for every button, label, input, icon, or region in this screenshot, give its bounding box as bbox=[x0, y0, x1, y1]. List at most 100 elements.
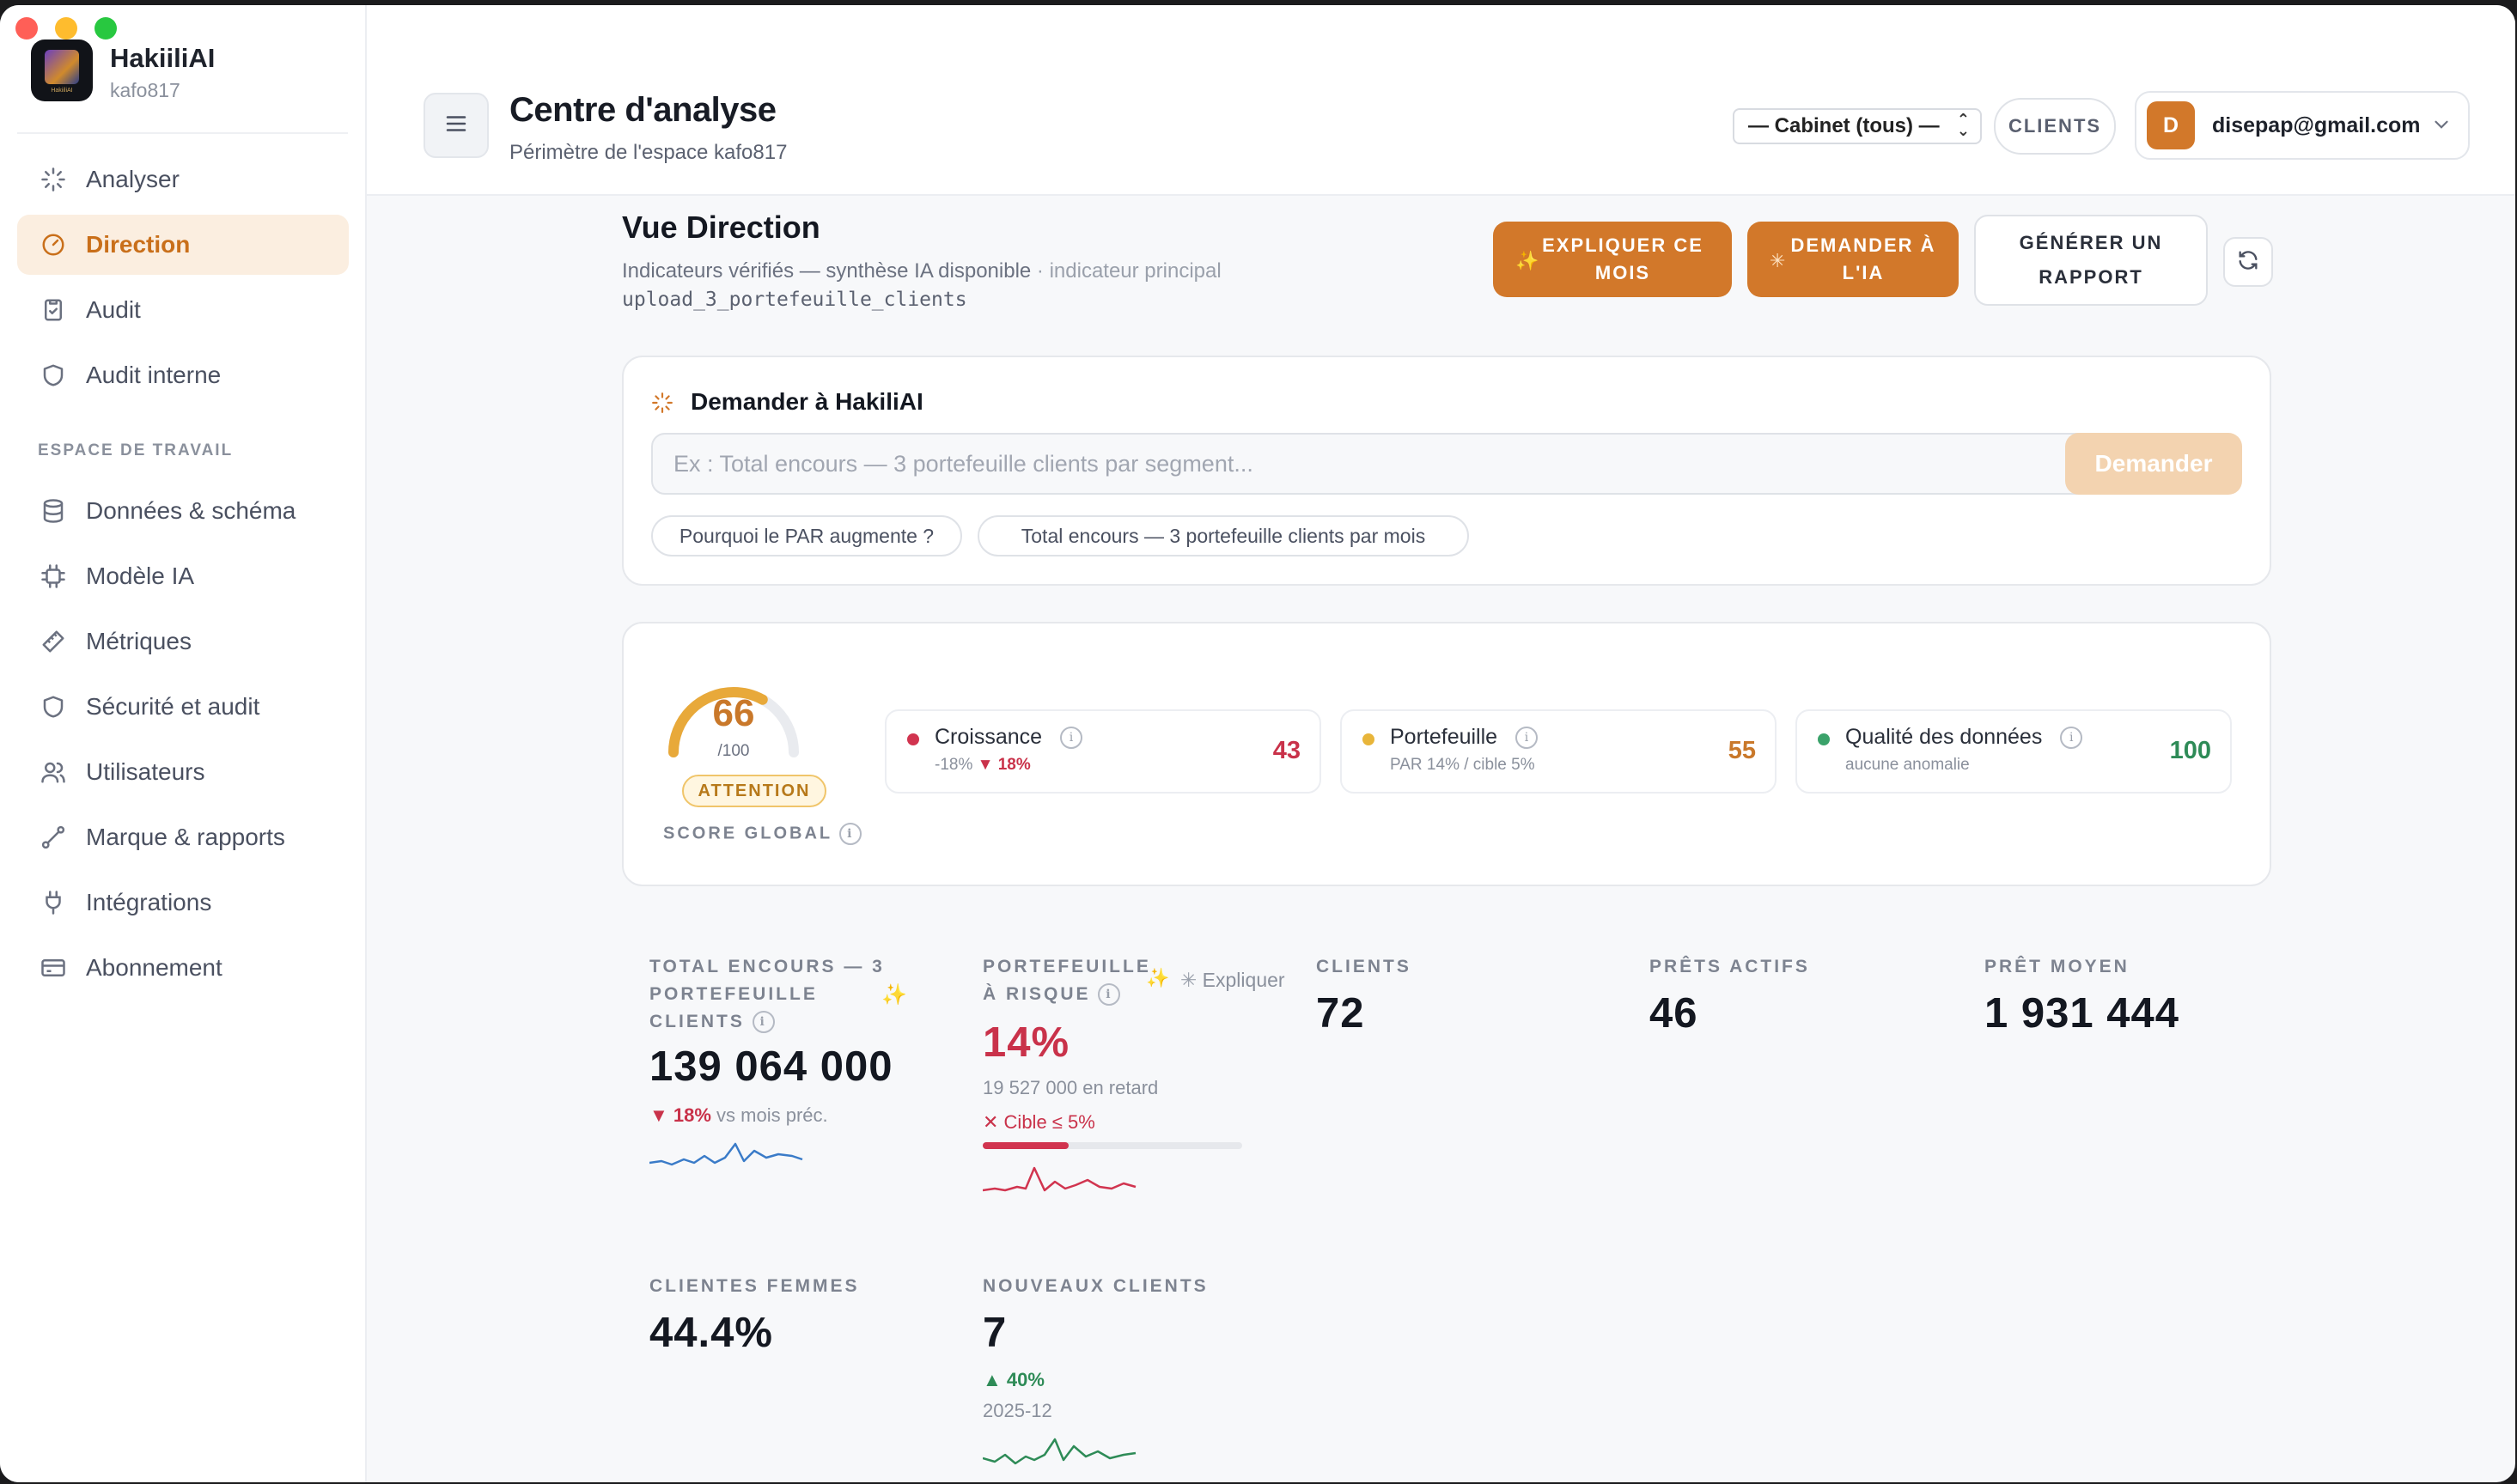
window-zoom-button[interactable] bbox=[94, 17, 117, 40]
sidebar-item-analyser[interactable]: Analyser bbox=[17, 149, 349, 210]
score-value: 66 bbox=[712, 692, 755, 734]
info-icon[interactable]: i bbox=[752, 1011, 775, 1034]
sub-score-qualite[interactable]: Qualité des données i aucune anomalie 10… bbox=[1795, 709, 2232, 794]
sub-score-portefeuille[interactable]: Portefeuille i PAR 14% / cible 5% 55 bbox=[1340, 709, 1777, 794]
explain-month-label: EXPLIQUER CE bbox=[1542, 234, 1703, 256]
section-label-workspace: ESPACE DE TRAVAIL bbox=[38, 441, 234, 459]
window-minimize-button[interactable] bbox=[55, 17, 77, 40]
clients-button[interactable]: CLIENTS bbox=[1994, 98, 2116, 155]
generate-report-label: GÉNÉRER UN bbox=[2019, 232, 2163, 253]
sparkle-icon[interactable]: ✨ bbox=[881, 983, 907, 1007]
sidebar: HakiiliAI HakiiliAI kafo817 Analyser Dir… bbox=[0, 5, 367, 1482]
kpi-target: ✕ Cible ≤ 5% bbox=[983, 1111, 1095, 1133]
sparkle-icon bbox=[651, 392, 673, 418]
status-badge: ATTENTION bbox=[682, 775, 826, 807]
ask-ai-label: DEMANDER À bbox=[1790, 234, 1936, 256]
kpi-label-line: PORTEFEUILLE bbox=[649, 984, 818, 1004]
kpi-label-line-text: CLIENTS bbox=[649, 1012, 745, 1031]
database-icon bbox=[38, 496, 69, 526]
ask-ai-button[interactable]: ✳ DEMANDER À L'IA bbox=[1747, 222, 1959, 297]
sub-score-value: 55 bbox=[1728, 737, 1756, 764]
status-dot bbox=[1818, 733, 1830, 745]
score-gauge-svg bbox=[668, 687, 799, 757]
info-icon[interactable]: i bbox=[1060, 727, 1083, 750]
explain-month-button[interactable]: ✨ EXPLIQUER CE MOIS bbox=[1493, 222, 1732, 297]
sub-score-meta: PAR 14% / cible 5% bbox=[1390, 756, 1535, 774]
cpu-icon bbox=[38, 561, 69, 592]
kpi-delta-nouveaux: ▲ 40% bbox=[983, 1369, 1045, 1390]
logo-caption: HakiiliAI bbox=[51, 88, 73, 94]
info-icon[interactable]: i bbox=[1098, 983, 1121, 1007]
info-icon[interactable]: i bbox=[839, 823, 862, 845]
refresh-button[interactable] bbox=[2223, 237, 2273, 287]
brand[interactable]: HakiiliAI HakiiliAI kafo817 bbox=[31, 40, 215, 101]
generate-report-button[interactable]: GÉNÉRER UN RAPPORT bbox=[1974, 215, 2208, 306]
sidebar-item-label: Intégrations bbox=[86, 889, 212, 915]
sidebar-item-marque[interactable]: Marque & rapports bbox=[17, 807, 349, 867]
gauge-icon bbox=[38, 229, 69, 260]
sidebar-item-utilisateurs[interactable]: Utilisateurs bbox=[17, 742, 349, 802]
sub-score-name: Portefeuille i bbox=[1390, 725, 1539, 750]
suggestion-chip[interactable]: Total encours — 3 portefeuille clients p… bbox=[978, 515, 1469, 556]
kpi-value-prets: 46 bbox=[1649, 990, 1698, 1037]
plug-icon bbox=[38, 887, 69, 918]
info-icon[interactable]: i bbox=[2060, 727, 2083, 750]
window-close-button[interactable] bbox=[15, 17, 38, 40]
shield-icon bbox=[38, 691, 69, 722]
suggestion-chip[interactable]: Pourquoi le PAR augmente ? bbox=[651, 515, 962, 556]
ask-input[interactable]: Ex : Total encours — 3 portefeuille clie… bbox=[651, 433, 2113, 495]
kpi-label-line: TOTAL ENCOURS — 3 bbox=[649, 957, 885, 976]
info-icon[interactable]: i bbox=[1515, 727, 1539, 750]
sidebar-item-audit-interne[interactable]: Audit interne bbox=[17, 345, 349, 405]
kpi-label-femmes: CLIENTES FEMMES bbox=[649, 1276, 860, 1296]
sidebar-item-label: Analyser bbox=[86, 166, 180, 192]
ruler-icon bbox=[38, 626, 69, 657]
workspace-name: kafo817 bbox=[110, 79, 180, 101]
sub-score-name-text: Croissance bbox=[935, 725, 1043, 749]
kpi-label-prets: PRÊTS ACTIFS bbox=[1649, 957, 1810, 976]
palette-icon bbox=[38, 822, 69, 853]
menu-toggle-button[interactable] bbox=[424, 93, 489, 158]
credit-card-icon bbox=[38, 952, 69, 983]
ask-submit-button[interactable]: Demander bbox=[2065, 433, 2242, 495]
sidebar-item-label: Données & schéma bbox=[86, 497, 296, 524]
kpi-label-encours: TOTAL ENCOURS — 3 PORTEFEUILLE CLIENTS i bbox=[649, 953, 890, 1036]
kpi-late-amount: 19 527 000 en retard bbox=[983, 1077, 1159, 1098]
sidebar-item-modele-ia[interactable]: Modèle IA bbox=[17, 546, 349, 606]
explain-kpi-button[interactable]: ✳ Expliquer bbox=[1180, 969, 1290, 992]
sparkle-icon[interactable]: ✨ bbox=[1146, 967, 1170, 988]
dataset-code: upload_3_portefeuille_clients bbox=[622, 289, 967, 311]
ask-title: Demander à HakiliAI bbox=[691, 388, 923, 415]
spinner-icon: ✳ bbox=[1180, 969, 1198, 991]
sidebar-item-donnees[interactable]: Données & schéma bbox=[17, 481, 349, 541]
view-subtitle-text: Indicateurs vérifiés — synthèse IA dispo… bbox=[622, 259, 1032, 283]
sub-score-meta: aucune anomalie bbox=[1845, 756, 1970, 774]
sidebar-item-metriques[interactable]: Métriques bbox=[17, 611, 349, 672]
kpi-value-pret-moyen: 1 931 444 bbox=[1984, 990, 2179, 1037]
sidebar-item-label: Audit interne bbox=[86, 362, 222, 388]
sub-score-croissance[interactable]: Croissance i -18% ▼ 18% 43 bbox=[885, 709, 1321, 794]
sidebar-item-integrations[interactable]: Intégrations bbox=[17, 873, 349, 933]
app-logo: HakiiliAI bbox=[31, 40, 93, 101]
hamburger-icon bbox=[443, 111, 469, 141]
kpi-value-femmes: 44.4% bbox=[649, 1310, 773, 1356]
kpi-value-par: 14% bbox=[983, 1019, 1070, 1066]
sidebar-item-label: Marque & rapports bbox=[86, 824, 285, 850]
users-icon bbox=[38, 757, 69, 788]
sidebar-item-direction[interactable]: Direction bbox=[17, 215, 349, 275]
par-progress-track bbox=[983, 1142, 1242, 1149]
sub-score-name-text: Qualité des données bbox=[1845, 725, 2043, 749]
view-subtitle-muted: · indicateur principal bbox=[1031, 259, 1222, 283]
sidebar-item-securite[interactable]: Sécurité et audit bbox=[17, 677, 349, 737]
kpi-delta-value: ▼ 18% bbox=[649, 1104, 711, 1126]
sidebar-divider bbox=[17, 132, 348, 134]
sidebar-item-audit[interactable]: Audit bbox=[17, 280, 349, 340]
user-menu[interactable]: D disepap@gmail.com bbox=[2135, 91, 2470, 160]
sidebar-item-abonnement[interactable]: Abonnement bbox=[17, 938, 349, 998]
kpi-label-clients: CLIENTS bbox=[1316, 957, 1411, 976]
cabinet-select[interactable]: — Cabinet (tous) — ⌃ ⌄ bbox=[1733, 108, 1982, 144]
view-subtitle: Indicateurs vérifiés — synthèse IA dispo… bbox=[622, 259, 1222, 283]
kpi-value-clients: 72 bbox=[1316, 990, 1365, 1037]
kpi-label-par: PORTEFEUILLE À RISQUE i bbox=[983, 953, 1189, 1008]
cabinet-select-value: — Cabinet (tous) — bbox=[1748, 114, 1940, 137]
